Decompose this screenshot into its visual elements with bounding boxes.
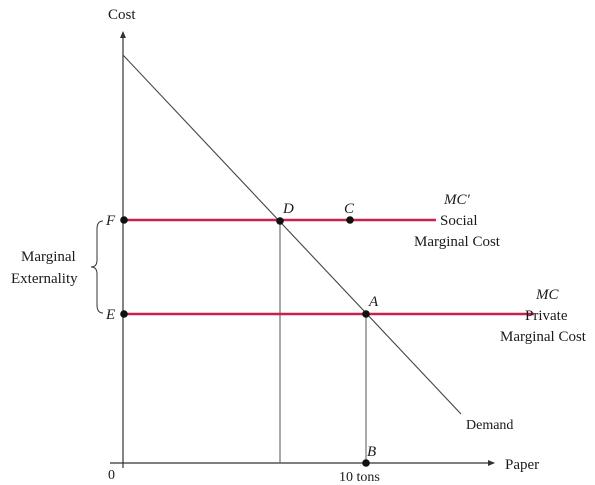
point-b-dot bbox=[362, 459, 370, 467]
private-mc-line1: Private bbox=[525, 308, 568, 324]
demand-curve bbox=[122, 54, 462, 415]
point-c-dot bbox=[346, 216, 354, 224]
point-e-label: E bbox=[105, 307, 115, 323]
point-d-label: D bbox=[282, 201, 294, 217]
point-a-dot bbox=[362, 310, 370, 318]
social-mc-line1: Social bbox=[440, 213, 478, 229]
point-c-label: C bbox=[344, 201, 355, 217]
point-d-dot bbox=[276, 217, 284, 225]
origin-label: 0 bbox=[108, 468, 115, 483]
point-f-dot bbox=[120, 216, 128, 224]
social-mc-symbol: MC' bbox=[443, 192, 471, 208]
private-mc-symbol: MC bbox=[535, 287, 559, 303]
externality-label-line2: Externality bbox=[11, 271, 78, 287]
private-mc-line2: Marginal Cost bbox=[500, 329, 587, 345]
externality-label-line1: Marginal bbox=[21, 249, 76, 265]
demand-label: Demand bbox=[466, 418, 513, 433]
x-tick-label-10-tons: 10 tons bbox=[339, 470, 380, 485]
y-axis-label: Cost bbox=[108, 7, 136, 23]
social-mc-line2: Marginal Cost bbox=[414, 234, 501, 250]
x-axis-label: Paper bbox=[505, 457, 539, 473]
point-e-dot bbox=[120, 310, 128, 318]
point-f-label: F bbox=[105, 213, 116, 229]
point-a-label: A bbox=[368, 294, 379, 310]
point-b-label: B bbox=[367, 444, 376, 460]
externality-bracket bbox=[90, 220, 104, 314]
